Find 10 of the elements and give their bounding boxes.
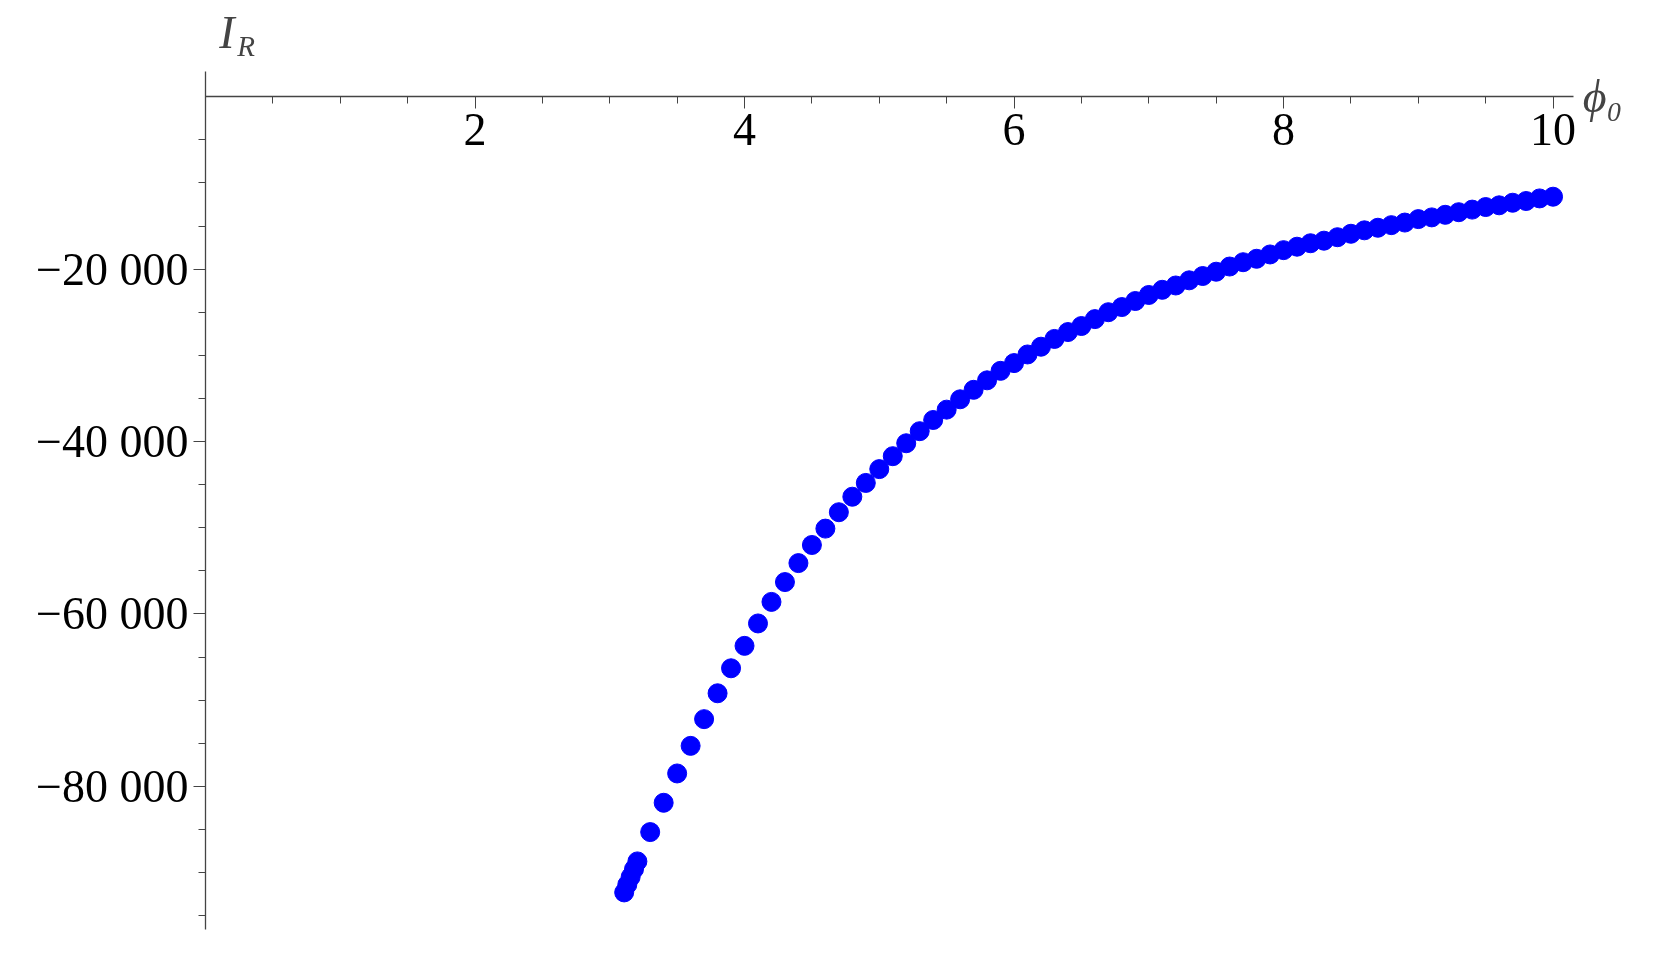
x-tick-label: 10 [1530, 103, 1577, 155]
x-tick-label: 8 [1272, 103, 1296, 155]
y-tick-label: −80 000 [36, 760, 189, 812]
x-tick-label: 2 [463, 103, 487, 155]
y-tick-label: −20 000 [36, 243, 189, 295]
x-tick-label: 6 [1002, 103, 1026, 155]
x-tick-label: 4 [733, 103, 757, 155]
y-tick-label: −40 000 [36, 416, 189, 468]
x-axis-title: ϕ₀ [1582, 71, 1623, 123]
y-tick-label: −60 000 [36, 588, 189, 640]
